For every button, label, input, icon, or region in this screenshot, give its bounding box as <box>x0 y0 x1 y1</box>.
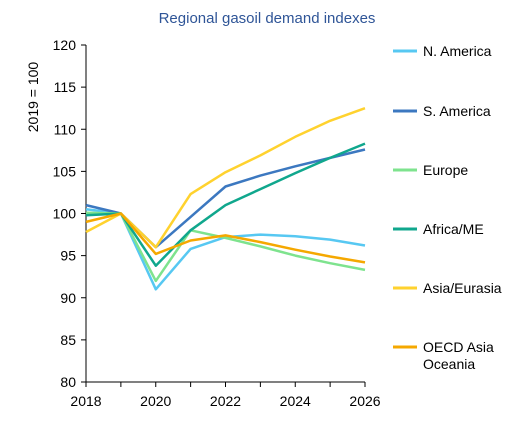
series-lines <box>85 107 366 291</box>
y-tick-label: 100 <box>53 206 77 222</box>
legend-label-line: Asia/Eurasia <box>423 280 502 296</box>
legend-label-line: Oceania <box>423 356 475 372</box>
x-tick-label: 2020 <box>140 393 171 409</box>
legend-label-line: S. America <box>423 103 491 119</box>
x-tick-label: 2026 <box>349 393 380 409</box>
y-tick-label: 120 <box>53 37 77 53</box>
legend-label-line: Africa/ME <box>423 221 484 237</box>
y-axis-label: 2019 = 100 <box>25 62 41 133</box>
x-tick-label: 2022 <box>210 393 241 409</box>
y-tick-label: 105 <box>53 163 77 179</box>
chart-title: Regional gasoil demand indexes <box>159 10 376 27</box>
legend: N. America S. America Europe Africa/ME Asia/… <box>393 43 502 372</box>
legend-label-asia-eurasia: Asia/Eurasia <box>423 280 502 296</box>
x-tick-label: 2024 <box>280 393 311 409</box>
legend-label-africa-me: Africa/ME <box>423 221 484 237</box>
legend-label-line: OECD Asia <box>423 339 494 355</box>
y-tick-label: 115 <box>54 79 77 95</box>
y-tick-label: 85 <box>60 332 76 348</box>
series-line-asia-eurasia <box>85 107 366 249</box>
legend-label-line: Europe <box>423 162 468 178</box>
series-line-oecd-asia-oceania <box>85 212 366 264</box>
legend-label-europe: Europe <box>423 162 468 178</box>
y-tick-label: 80 <box>60 374 76 390</box>
axes: 80 85 90 95 100 105 110 115 120 2018 2020 2022 2024 2… <box>53 37 381 409</box>
x-tick-label: 2018 <box>70 393 101 409</box>
legend-label-s-america: S. America <box>423 103 491 119</box>
legend-label-n-america: N. America <box>423 43 492 59</box>
y-tick-label: 110 <box>54 121 77 137</box>
series-line-africa-me <box>85 142 366 267</box>
legend-label-line: N. America <box>423 43 492 59</box>
series-line-s-america <box>85 148 366 249</box>
y-tick-label: 95 <box>60 248 76 264</box>
legend-label-oecd-asia-oceania: OECD Asia Oceania <box>423 339 494 372</box>
series-line-europe <box>85 211 366 283</box>
y-tick-label: 90 <box>60 290 76 306</box>
